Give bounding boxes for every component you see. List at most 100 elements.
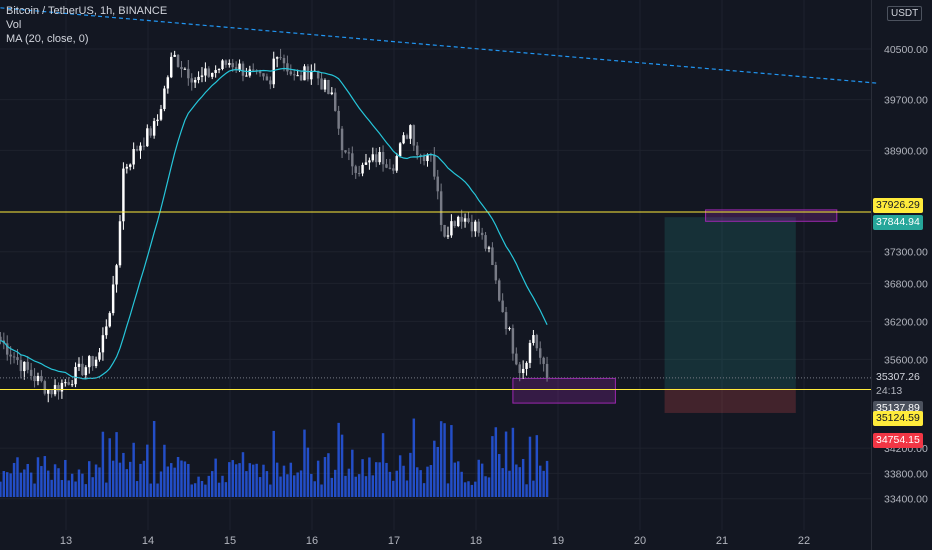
volume-bar xyxy=(217,482,221,497)
x-tick-label: 14 xyxy=(142,535,154,547)
volume-bar xyxy=(474,481,477,497)
candle-body xyxy=(142,145,146,147)
candle-body xyxy=(248,69,252,76)
volume-bar xyxy=(125,469,129,497)
candle-body xyxy=(163,88,166,110)
volume-bar xyxy=(525,484,528,497)
volume-bar xyxy=(402,465,405,497)
volume-bar xyxy=(262,464,265,497)
y-tick-label: 35600.00 xyxy=(884,354,928,366)
volume-bar xyxy=(436,446,439,497)
candle-body xyxy=(385,164,388,168)
y-tick-label: 40500.00 xyxy=(884,44,928,56)
candle-body xyxy=(539,348,542,358)
candle-body xyxy=(43,381,47,394)
volume-bar xyxy=(36,457,40,497)
candle-body xyxy=(286,63,289,72)
volume-bar xyxy=(313,481,316,497)
volume-bar xyxy=(115,432,118,497)
candle-body xyxy=(84,367,88,376)
candle-body xyxy=(152,121,156,136)
volume-bar xyxy=(94,464,98,497)
volume-bar xyxy=(446,483,450,497)
x-tick-label: 16 xyxy=(306,535,318,547)
volume-bar xyxy=(108,438,111,497)
candle-body xyxy=(156,119,159,122)
volume-bar xyxy=(282,465,286,497)
volume-bar xyxy=(340,434,344,497)
ma-20-line xyxy=(0,67,548,380)
candle-body xyxy=(316,70,320,79)
candle-body xyxy=(272,58,275,85)
candle-body xyxy=(74,366,77,385)
y-tick-label: 33800.00 xyxy=(884,468,928,480)
volume-bar xyxy=(357,474,361,497)
volume-bar xyxy=(398,455,402,497)
vol-indicator-label[interactable]: Vol xyxy=(6,19,22,31)
currency-label[interactable]: USDT xyxy=(887,6,923,21)
candle-body xyxy=(436,176,439,192)
volume-bar xyxy=(6,472,9,497)
candle-body xyxy=(115,265,118,285)
volume-bar xyxy=(327,453,330,497)
volume-bar xyxy=(101,431,105,497)
candle-body xyxy=(518,364,521,373)
candle-body xyxy=(351,153,354,167)
volume-bar xyxy=(190,484,193,497)
volume-bar xyxy=(146,444,149,497)
candle-body xyxy=(545,363,549,378)
volume-bar xyxy=(306,447,310,497)
candle-body xyxy=(146,128,149,147)
price-tag-35124: 35124.59 xyxy=(873,410,923,426)
volume-bar xyxy=(111,460,115,497)
volume-bar xyxy=(480,463,484,497)
volume-bar xyxy=(88,461,91,497)
volume-bar xyxy=(279,476,282,497)
candle-body xyxy=(330,92,334,95)
candle-body xyxy=(64,382,67,384)
long-position-tool xyxy=(664,217,796,413)
time-axis: 13 14 15 16 17 18 19 20 21 22 xyxy=(60,535,810,547)
candle-body xyxy=(105,326,108,336)
candle-body xyxy=(426,154,429,162)
candle-body xyxy=(9,354,12,357)
price-tag-37844: 37844.94 xyxy=(873,215,923,231)
candle-body xyxy=(183,68,187,70)
candle-body xyxy=(166,77,170,89)
candle-body xyxy=(337,110,340,129)
volume-bar xyxy=(491,436,494,497)
candle-body xyxy=(118,221,122,266)
x-tick-label: 15 xyxy=(224,535,236,547)
candle-body xyxy=(108,313,111,327)
volume-bar xyxy=(450,425,453,497)
candle-body xyxy=(361,164,364,174)
volume-bar xyxy=(351,449,354,497)
rectangle-box xyxy=(512,377,616,404)
candle-body xyxy=(467,218,470,222)
volume-bar xyxy=(368,457,371,497)
candle-body xyxy=(207,68,211,77)
volume-bar xyxy=(422,483,426,497)
x-tick-label: 18 xyxy=(470,535,482,547)
candle-body xyxy=(190,78,193,83)
candle-body xyxy=(293,74,296,76)
candle-body xyxy=(170,56,173,78)
volume-bar xyxy=(433,440,436,497)
candle-body xyxy=(26,361,29,370)
y-tick-label: 39700.00 xyxy=(884,95,928,107)
volume-bar xyxy=(275,462,279,497)
symbol-title[interactable]: Bitcoin / TetherUS, 1h, BINANCE xyxy=(6,5,168,17)
volume-bar xyxy=(409,452,412,497)
volume-bar xyxy=(241,452,245,497)
candle-body xyxy=(306,66,310,80)
candle-body xyxy=(234,67,238,70)
x-tick-label: 22 xyxy=(798,535,810,547)
volume-bar xyxy=(74,481,77,497)
volume-bar xyxy=(64,459,67,497)
candle-body xyxy=(77,363,81,367)
candle-body xyxy=(368,160,371,163)
ma-indicator-label[interactable]: MA (20, close, 0) xyxy=(6,33,89,45)
volume-bar xyxy=(50,479,53,497)
candle-body xyxy=(228,63,231,65)
